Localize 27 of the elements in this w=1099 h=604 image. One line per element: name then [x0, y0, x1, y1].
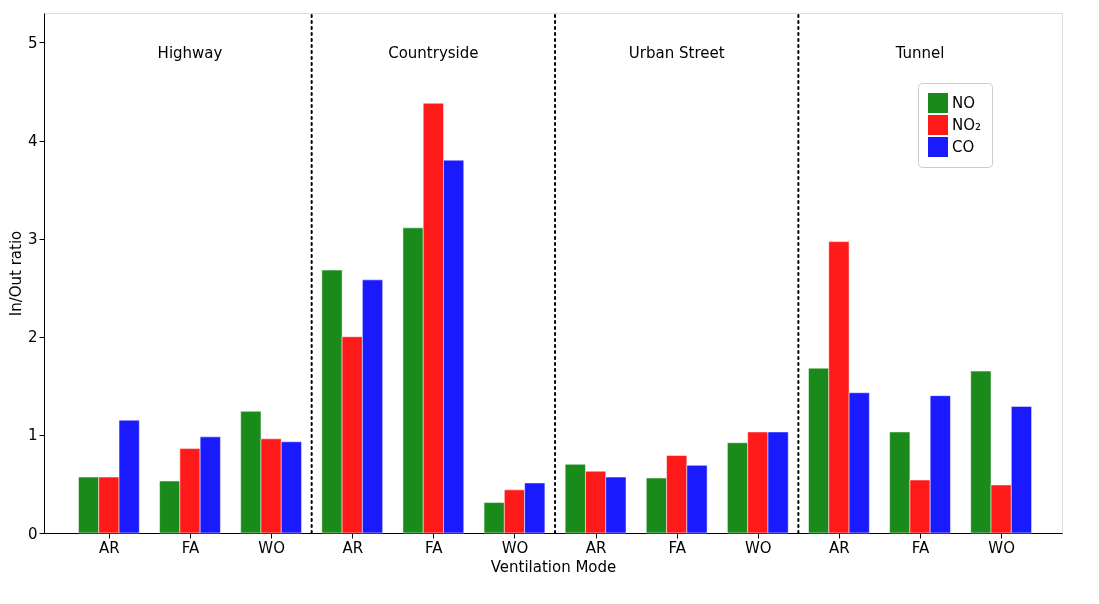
x-tick-label: AR [585, 538, 607, 557]
x-tick-label: AR [342, 538, 364, 557]
y-tick-label: 4 [27, 132, 38, 151]
x-tick-label: FA [668, 538, 687, 557]
legend-label: NO [952, 94, 976, 112]
x-tick-label: WO [988, 538, 1015, 557]
x-tick-label: FA [911, 538, 931, 557]
annotation: Countryside [388, 44, 479, 62]
x-tick-label: WO [258, 538, 285, 557]
x-tick-label: WO [745, 538, 772, 557]
x-axis-title: Ventilation Mode [490, 557, 617, 576]
annotation: Highway [157, 44, 223, 62]
x-tick-label: AR [829, 538, 850, 557]
y-axis-title: In/Out ratio [6, 230, 25, 317]
annotation: Tunnel [894, 44, 945, 62]
x-tick-label: AR [99, 538, 120, 557]
annotation: Urban Street [628, 44, 725, 62]
y-tick-label: 0 [27, 524, 38, 543]
x-tick-label: FA [425, 538, 444, 557]
y-tick-label: 1 [27, 426, 38, 445]
legend-label: NO₂ [952, 116, 982, 134]
x-tick-label: WO [501, 538, 529, 557]
y-tick-label: 5 [27, 33, 38, 52]
x-tick-label: FA [181, 538, 200, 557]
y-tick-label: 2 [27, 328, 38, 347]
y-tick-label: 3 [27, 230, 38, 249]
legend-label: CO [952, 138, 975, 156]
